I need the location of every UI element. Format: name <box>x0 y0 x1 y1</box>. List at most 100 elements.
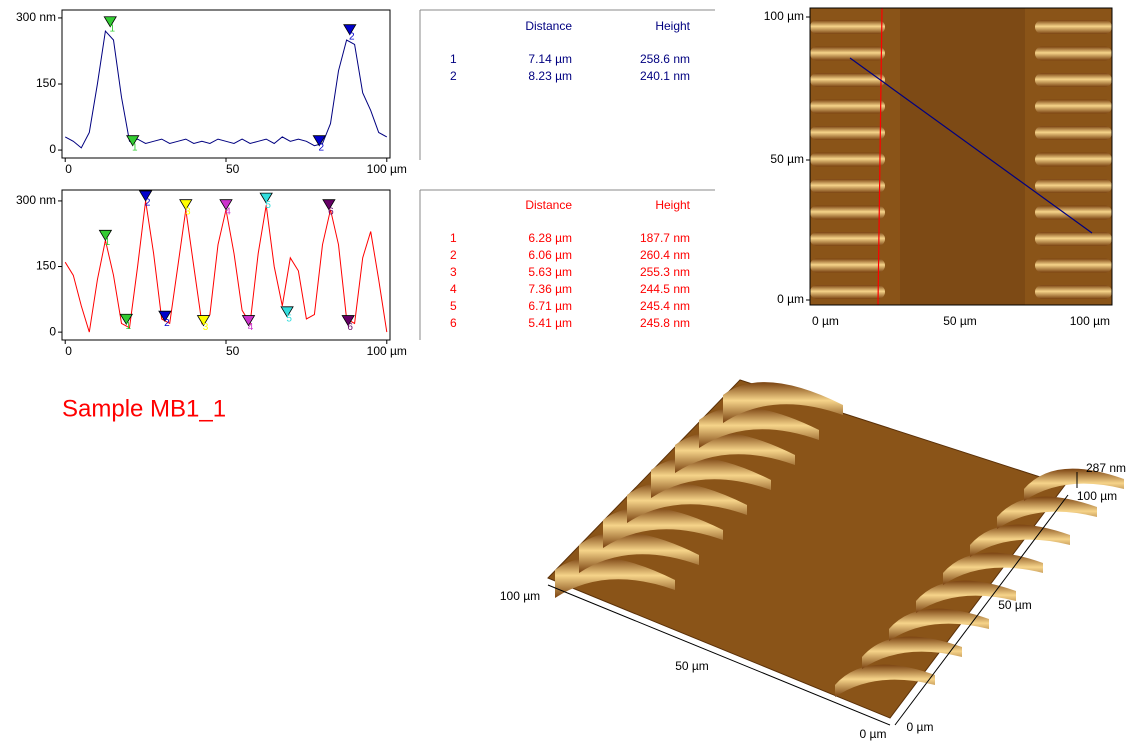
cursor-marker <box>241 315 256 327</box>
table-cell: 7.14 µm <box>528 52 572 66</box>
table-cell: 245.8 nm <box>640 316 690 330</box>
cursor-marker <box>312 135 326 147</box>
cursor-label: 4 <box>248 322 254 333</box>
y-tick-label: 150 <box>36 259 56 273</box>
table-cell: 245.4 nm <box>640 299 690 313</box>
table-cell: 258.6 nm <box>640 52 690 66</box>
stripe <box>1035 258 1112 273</box>
stripe <box>1035 285 1112 299</box>
stripe <box>1035 46 1112 61</box>
cursor-marker <box>103 16 117 28</box>
image-y-label: 50 µm <box>770 152 804 166</box>
table-header: Height <box>655 19 690 33</box>
stripe <box>1035 20 1112 34</box>
stripe <box>810 20 885 34</box>
table-cell: 2 <box>450 69 457 83</box>
image-y-label: 100 µm <box>764 9 804 23</box>
table-cell: 8.23 µm <box>528 69 572 83</box>
view3d-side-label: 100 µm <box>1077 489 1117 503</box>
x-tick-label: 50 <box>226 162 240 176</box>
table-cell: 187.7 nm <box>640 231 690 245</box>
table-cell: 240.1 nm <box>640 69 690 83</box>
stripe <box>1035 205 1112 220</box>
view3d-side-label: 0 µm <box>907 720 934 734</box>
table-cell: 255.3 nm <box>640 265 690 279</box>
table-cell: 1 <box>450 231 457 245</box>
image-y-label: 0 µm <box>777 292 804 306</box>
cursor-label: 1 <box>126 321 132 332</box>
stripe <box>810 46 885 61</box>
cursor-label: 6 <box>347 322 353 333</box>
table-header: Height <box>655 198 690 212</box>
view3d-front-label: 50 µm <box>675 659 709 673</box>
view3d-z-label: 287 nm <box>1086 461 1126 475</box>
ridge <box>723 382 843 423</box>
ridge <box>889 608 989 641</box>
cursor-marker <box>343 24 357 36</box>
view-3d <box>547 379 1124 726</box>
table-cell: 5.41 µm <box>528 316 572 330</box>
stripe <box>1035 152 1112 167</box>
table-cell: 244.5 nm <box>640 282 690 296</box>
y-tick-label: 300 nm <box>16 193 56 207</box>
cursor-marker <box>158 310 172 322</box>
afm-image <box>809 7 1113 306</box>
table-cell: 5.63 µm <box>528 265 572 279</box>
cursor-marker <box>179 199 193 211</box>
stripe <box>810 179 885 193</box>
cursor-label: 5 <box>286 313 292 324</box>
ridge <box>997 496 1097 529</box>
stripe <box>1035 232 1112 246</box>
ridge <box>916 580 1016 613</box>
x-tick-label: 100 µm <box>367 162 407 176</box>
cursor-label: 2 <box>349 31 355 42</box>
stripe <box>1035 126 1112 140</box>
stripe <box>1035 99 1112 114</box>
stripe <box>810 232 885 246</box>
cursor-label: 2 <box>318 142 324 153</box>
cursor-label: 1 <box>132 142 138 153</box>
table-cell: 6.06 µm <box>528 248 572 262</box>
cursor-marker <box>322 199 336 211</box>
cursor-marker <box>219 199 233 211</box>
table-cell: 1 <box>450 52 457 66</box>
cursor-label: 5 <box>265 200 271 211</box>
stripe <box>810 126 885 140</box>
table-cell: 6.71 µm <box>528 299 572 313</box>
cursor-marker <box>98 229 113 242</box>
cursor-label: 1 <box>109 23 115 34</box>
profile-line <box>64 29 388 149</box>
ridge <box>970 524 1070 557</box>
stripe <box>810 99 885 114</box>
ridge <box>1024 468 1124 501</box>
view3d-side-label: 50 µm <box>998 598 1032 612</box>
image-x-label: 100 µm <box>1070 314 1110 328</box>
y-tick-label: 300 nm <box>16 10 56 24</box>
cursor-marker <box>259 192 273 204</box>
table-cell: 260.4 nm <box>640 248 690 262</box>
cursor-marker <box>280 306 294 318</box>
table-cell: 6.28 µm <box>528 231 572 245</box>
cursor-marker <box>138 190 153 202</box>
ridge <box>862 636 962 669</box>
table-cell: 5 <box>450 299 457 313</box>
y-tick-label: 0 <box>49 142 56 156</box>
table-header: Distance <box>525 19 572 33</box>
cursor-marker <box>341 315 355 327</box>
image-x-label: 0 µm <box>812 314 839 328</box>
cursor-label: 4 <box>225 206 231 217</box>
stripe <box>810 152 885 167</box>
cursor-label: 3 <box>185 206 191 217</box>
image-x-label: 50 µm <box>943 314 977 328</box>
table-cell: 4 <box>450 282 457 296</box>
table-cell: 6 <box>450 316 457 330</box>
view3d-front-label: 0 µm <box>860 727 887 741</box>
y-tick-label: 0 <box>49 324 56 338</box>
table-cell: 7.36 µm <box>528 282 572 296</box>
ridge <box>835 664 935 697</box>
table-cell: 2 <box>450 248 457 262</box>
stripe <box>810 73 885 87</box>
cursor-marker <box>126 135 140 147</box>
stripe <box>810 285 885 299</box>
